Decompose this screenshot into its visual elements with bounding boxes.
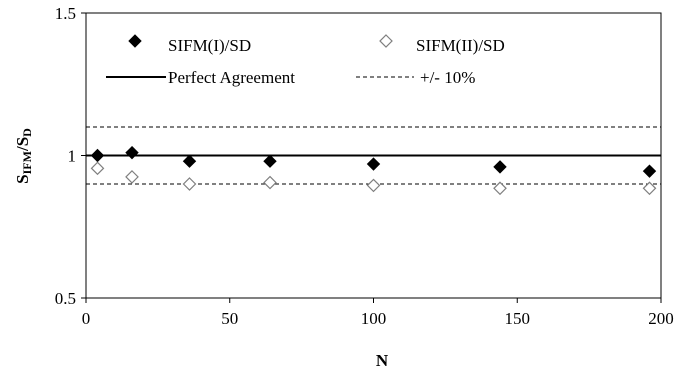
legend-entry-series-2: SIFM(II)/SD — [379, 34, 505, 55]
data-markers — [90, 145, 657, 196]
point-series-2 — [366, 178, 381, 193]
legend-label-series-2: SIFM(II)/SD — [416, 36, 505, 55]
y-tick-label: 1.5 — [55, 4, 76, 23]
x-tick-label: 0 — [82, 309, 91, 328]
reference-lines — [86, 126, 661, 185]
point-series-1 — [366, 157, 381, 171]
point-series-2 — [263, 175, 277, 190]
point-series-1 — [182, 154, 197, 168]
legend-entry-plus-minus-10: +/- 10% — [356, 68, 475, 87]
point-series-1 — [125, 145, 139, 160]
point-series-2 — [182, 177, 197, 191]
axis-ticks: 0 50 100 150 200 0.5 1 1.5 — [55, 4, 674, 328]
legend-entry-perfect-agreement: Perfect Agreement — [106, 68, 295, 87]
point-series-1 — [263, 154, 277, 168]
legend: SIFM(I)/SD SIFM(II)/SD Perfect Agreement… — [106, 34, 505, 87]
y-tick-label: 1 — [68, 147, 77, 166]
point-series-2 — [125, 170, 139, 184]
point-series-1 — [90, 148, 105, 163]
point-series-2 — [493, 181, 507, 196]
y-axis-label: SIFM/SD — [13, 128, 34, 184]
x-axis-label: N — [376, 351, 389, 370]
x-tick-label: 150 — [505, 309, 531, 328]
legend-entry-series-1: SIFM(I)/SD — [128, 34, 251, 55]
x-tick-label: 200 — [648, 309, 674, 328]
legend-label-plus-minus-10: +/- 10% — [420, 68, 475, 87]
legend-label-series-1: SIFM(I)/SD — [168, 36, 251, 55]
x-tick-label: 50 — [221, 309, 238, 328]
point-series-2 — [90, 161, 105, 176]
point-series-1 — [493, 160, 507, 174]
point-series-1 — [642, 164, 657, 178]
y-tick-label: 0.5 — [55, 289, 76, 308]
legend-marker-filled-diamond-icon — [128, 34, 142, 48]
point-series-2 — [642, 181, 657, 196]
legend-marker-open-diamond-icon — [379, 34, 393, 48]
x-tick-label: 100 — [361, 309, 387, 328]
legend-label-perfect-agreement: Perfect Agreement — [168, 68, 295, 87]
